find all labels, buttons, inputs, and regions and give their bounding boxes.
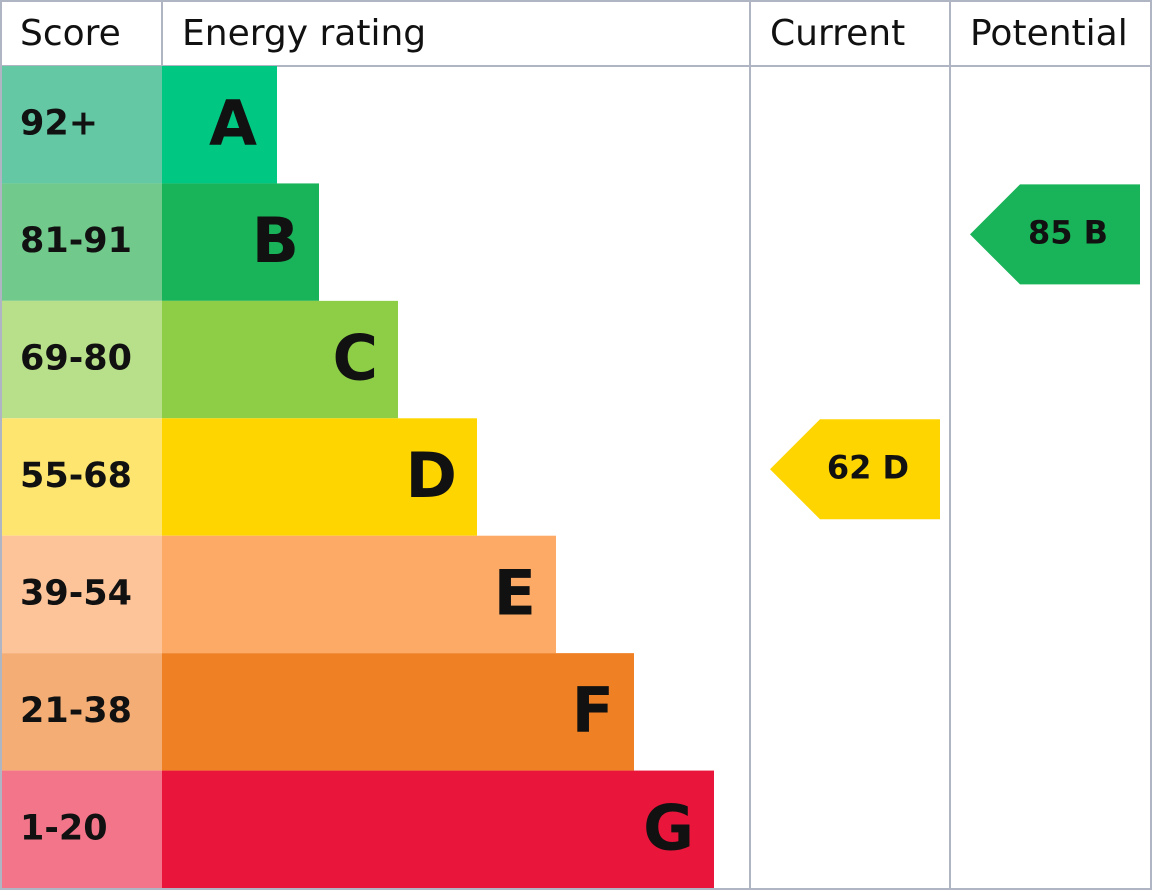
rating-bar <box>162 300 398 419</box>
score-cell <box>2 418 162 536</box>
score-label: 69-80 <box>20 339 132 379</box>
rating-bar <box>162 653 634 771</box>
score-label: 39-54 <box>20 573 132 613</box>
rating-letter: C <box>332 322 378 395</box>
current-score: 62 <box>827 448 872 486</box>
header-energy-rating: Energy rating <box>182 13 426 54</box>
rating-letter: B <box>252 204 299 277</box>
rating-bar <box>162 535 556 654</box>
score-cell <box>2 653 162 771</box>
score-cell <box>2 66 162 184</box>
rating-letter: F <box>572 674 614 747</box>
rating-bar <box>162 66 277 184</box>
score-label: 92+ <box>20 104 98 144</box>
header-current: Current <box>770 13 905 54</box>
rating-letter: D <box>406 439 457 512</box>
potential-label: 85 B <box>1028 213 1108 251</box>
potential-rating: B <box>1084 213 1108 251</box>
current-label: 62 D <box>827 448 909 486</box>
rating-letter: A <box>209 87 257 160</box>
rating-letter: E <box>494 557 536 630</box>
score-cell <box>2 183 162 301</box>
rating-bar <box>162 770 714 888</box>
current-rating: D <box>883 448 910 486</box>
rating-bar <box>162 418 477 536</box>
score-label: 1-20 <box>20 808 108 848</box>
score-label: 21-38 <box>20 691 132 731</box>
potential-arrow <box>970 184 1140 285</box>
score-label: 55-68 <box>20 456 132 496</box>
rating-letter: G <box>643 791 694 864</box>
score-cell <box>2 535 162 654</box>
potential-score: 85 <box>1028 213 1073 251</box>
header-potential: Potential <box>970 13 1128 54</box>
rating-bar <box>162 183 319 301</box>
score-label: 81-91 <box>20 221 132 261</box>
score-cell <box>2 300 162 419</box>
header-score: Score <box>20 13 121 54</box>
current-arrow <box>770 419 940 520</box>
score-cell <box>2 770 162 888</box>
